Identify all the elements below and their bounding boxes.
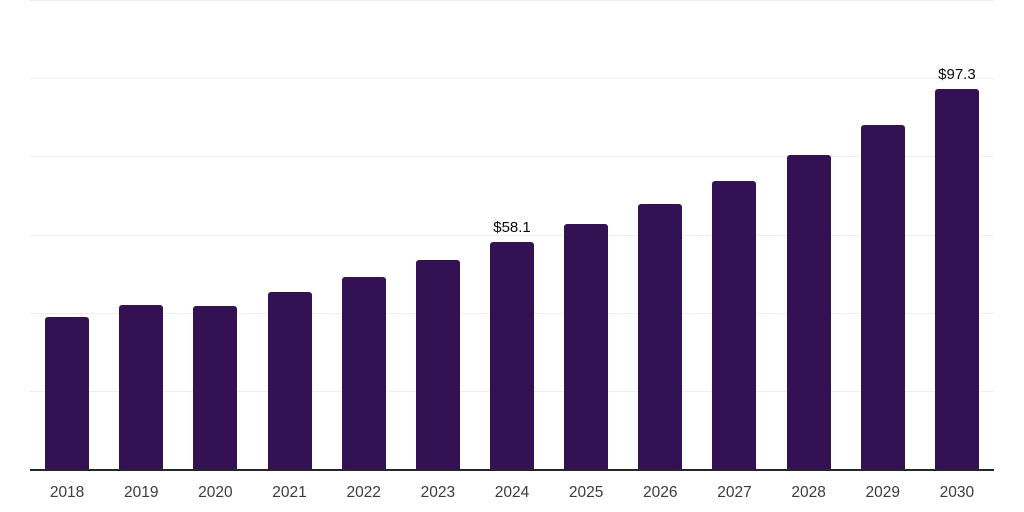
x-tick-label-2023: 2023	[420, 484, 456, 501]
x-tick-label-2029: 2029	[865, 484, 901, 501]
x-axis-line	[30, 469, 994, 471]
bar-2030	[934, 88, 979, 469]
bar-2020	[193, 306, 238, 469]
bar-2023	[415, 259, 460, 469]
x-tick-label-2018: 2018	[49, 484, 85, 501]
bar-2022	[341, 277, 386, 469]
x-tick-label-2020: 2020	[198, 484, 233, 501]
x-axis-labels: 2018 2019 2020 2021 2022 2023 2024 2025 2026 2027…	[30, 483, 994, 505]
bar-2027	[712, 181, 757, 469]
bar-2021	[267, 291, 312, 469]
gridline	[30, 156, 994, 158]
bar-2028	[786, 154, 831, 469]
gridline	[30, 78, 994, 80]
gridline	[30, 0, 994, 1]
bar-value-label-2024: $58.1	[493, 218, 531, 236]
bar-2024	[490, 241, 534, 469]
gridline	[30, 234, 994, 236]
x-tick-label-2019: 2019	[123, 484, 159, 501]
bar-value-label-2030: $97.3	[938, 65, 976, 83]
x-tick-label-2027: 2027	[717, 484, 752, 501]
x-tick-label-2025: 2025	[568, 484, 604, 501]
x-tick-label-2030: 2030	[939, 484, 975, 501]
plot-area: $58.1 $97.3	[30, 0, 994, 471]
bar-2025	[564, 223, 609, 469]
x-tick-label-2024: 2024	[494, 484, 530, 501]
bar-2026	[638, 204, 683, 469]
x-tick-label-2028: 2028	[791, 484, 826, 501]
x-tick-label-2026: 2026	[643, 484, 678, 501]
bar-2019	[119, 304, 164, 469]
x-tick-label-2021: 2021	[272, 484, 307, 501]
bar-2018	[45, 316, 90, 469]
x-tick-label-2022: 2022	[346, 484, 381, 501]
bar-2029	[860, 124, 905, 469]
